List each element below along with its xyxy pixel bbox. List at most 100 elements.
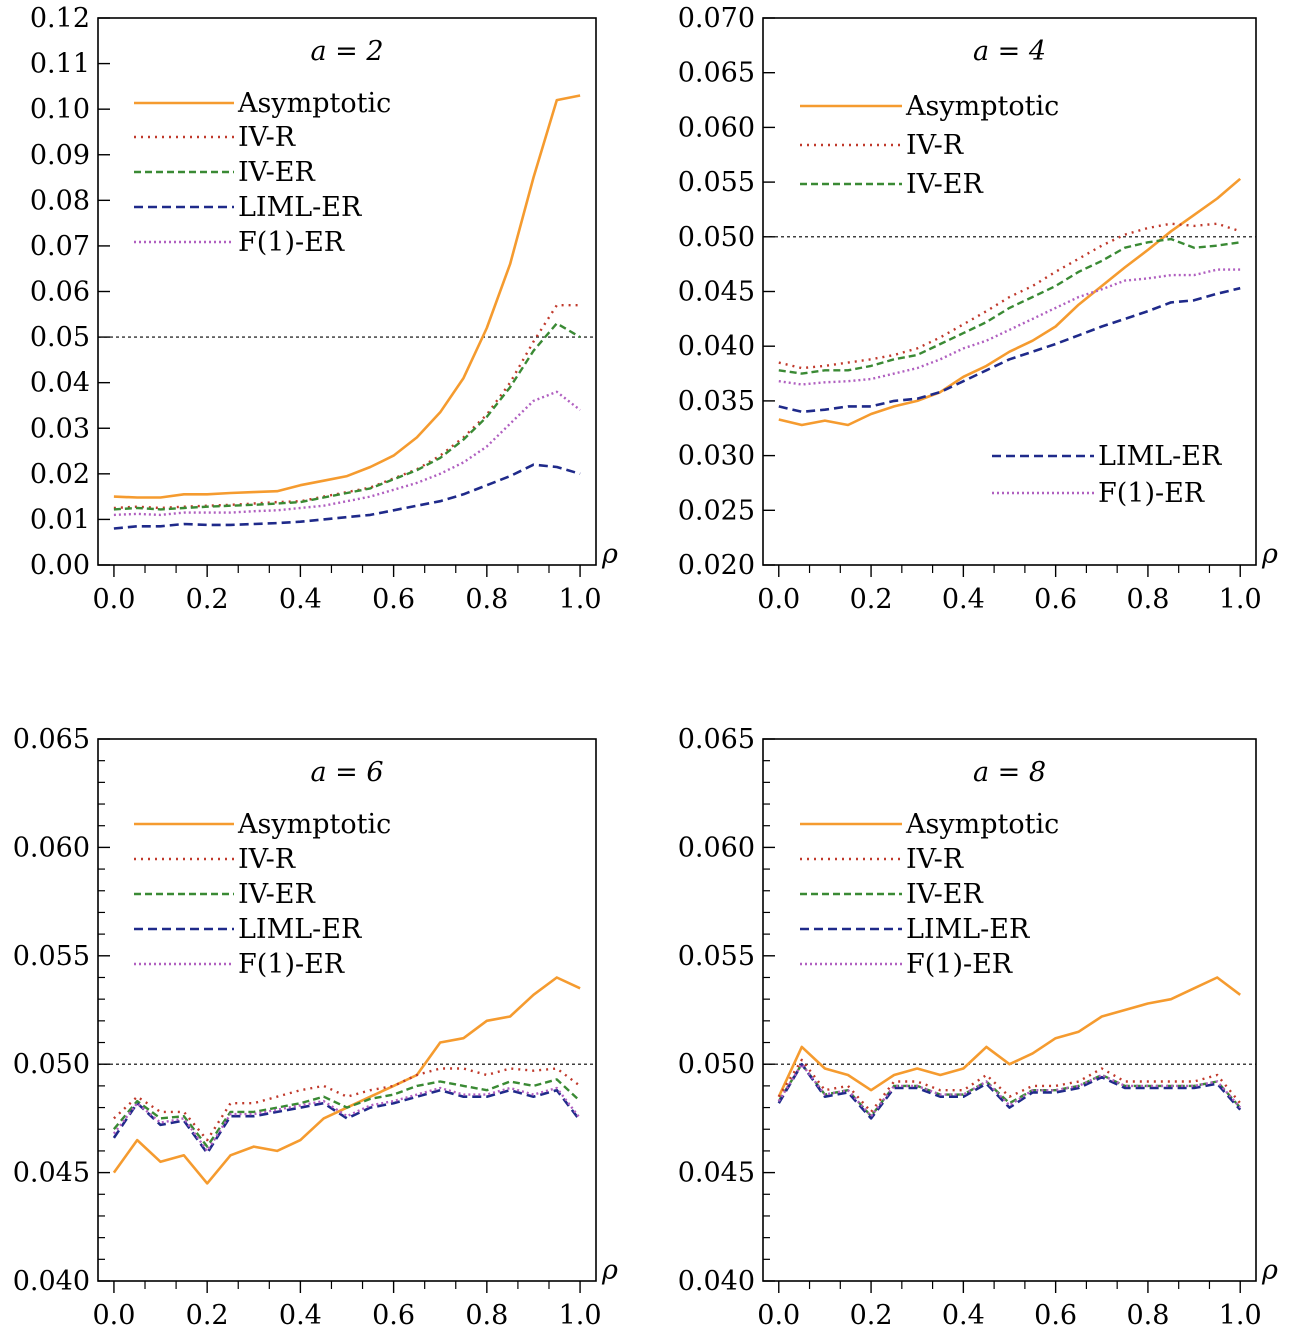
series-line-f1-er <box>113 390 581 517</box>
plot-frame <box>97 738 597 1282</box>
legend-label-iv-er: IV-ER <box>906 169 984 200</box>
y-tick-label: 0.045 <box>13 1158 90 1189</box>
y-tick-label: 0.040 <box>13 1266 90 1297</box>
series-line-liml-er <box>778 286 1241 414</box>
y-tick-label: 0.050 <box>678 222 755 253</box>
series-line-iv-r <box>778 222 1241 370</box>
series-line-asymptotic <box>112 976 581 1185</box>
y-tick-label: 0.035 <box>678 386 755 417</box>
y-tick-label: 0.12 <box>30 3 90 34</box>
y-tick-label: 0.060 <box>678 832 755 863</box>
y-tick-label: 0.065 <box>13 724 90 755</box>
y-tick-label: 0.01 <box>30 504 90 535</box>
x-axis-label: ρ <box>601 1255 618 1286</box>
x-tick-label: 1.0 <box>559 584 602 615</box>
plot-frame <box>762 738 1257 1282</box>
panel-title: a = 8 <box>973 757 1046 788</box>
legend-label-iv-r: IV-R <box>238 844 296 875</box>
y-tick-label: 0.10 <box>30 94 90 125</box>
series-line-asymptotic <box>778 177 1242 427</box>
x-tick-label: 0.4 <box>942 1300 985 1331</box>
x-tick-label: 0.0 <box>757 584 800 615</box>
series-line-liml-er <box>112 1088 582 1155</box>
legend-label-liml-er: LIML-ER <box>238 192 362 223</box>
legend-label-iv-er: IV-ER <box>238 157 316 188</box>
legend-label-f1-er: F(1)-ER <box>238 949 345 980</box>
x-tick-label: 0.8 <box>465 1300 508 1331</box>
y-tick-label: 0.050 <box>678 1049 755 1080</box>
y-tick-label: 0.055 <box>678 941 755 972</box>
x-tick-label: 0.2 <box>186 1300 229 1331</box>
series-line-iv-er <box>778 237 1241 375</box>
y-tick-label: 0.05 <box>30 322 90 353</box>
y-tick-label: 0.030 <box>678 441 755 472</box>
series-line-iv-r <box>113 1067 581 1142</box>
y-tick-label: 0.03 <box>30 413 90 444</box>
legend-label-asymptotic: Asymptotic <box>905 91 1059 122</box>
series-line-f1-er <box>112 1086 582 1153</box>
legend-label-iv-r: IV-R <box>238 122 296 153</box>
y-tick-label: 0.09 <box>30 140 90 171</box>
y-tick-label: 0.055 <box>13 941 90 972</box>
y-tick-label: 0.040 <box>678 331 755 362</box>
panel-title: a = 6 <box>310 757 383 788</box>
legend-label-f1-er: F(1)-ER <box>238 227 345 258</box>
chart-panel-4: 0.040 0.045 0.050 0.055 0.060 0.065 0.0 0.2 0.4 0… <box>678 724 1278 1331</box>
x-tick-label: 0.6 <box>1034 1300 1077 1331</box>
x-tick-label: 0.4 <box>942 584 985 615</box>
y-tick-label: 0.025 <box>678 495 755 526</box>
x-tick-label: 1.0 <box>1219 1300 1262 1331</box>
legend-label-f1-er: F(1)-ER <box>1098 478 1205 509</box>
x-tick-label: 0.2 <box>850 1300 893 1331</box>
legend-label-liml-er: LIML-ER <box>906 914 1030 945</box>
x-tick-label: 1.0 <box>559 1300 602 1331</box>
y-tick-label: 0.065 <box>678 724 755 755</box>
y-tick-label: 0.070 <box>678 3 755 34</box>
x-axis-label: ρ <box>601 539 618 570</box>
x-tick-label: 0.8 <box>1126 1300 1169 1331</box>
y-tick-label: 0.08 <box>30 185 90 216</box>
legend-label-iv-er: IV-ER <box>238 879 316 910</box>
legend-label-liml-er: LIML-ER <box>1098 441 1222 472</box>
legend-label-iv-r: IV-R <box>906 844 964 875</box>
x-tick-label: 0.0 <box>757 1300 800 1331</box>
x-tick-label: 1.0 <box>1219 584 1262 615</box>
series-line-f1-er <box>778 268 1241 386</box>
y-tick-label: 0.11 <box>30 49 90 80</box>
y-tick-label: 0.040 <box>678 1266 755 1297</box>
x-tick-label: 0.8 <box>465 584 508 615</box>
legend-label-iv-er: IV-ER <box>906 879 984 910</box>
x-tick-label: 0.2 <box>850 584 893 615</box>
x-tick-label: 0.0 <box>92 584 135 615</box>
series-line-iv-er <box>112 1078 581 1148</box>
legend-label-asymptotic: Asymptotic <box>905 809 1059 840</box>
y-tick-label: 0.00 <box>30 550 90 581</box>
series-line-asymptotic <box>777 976 1241 1098</box>
series-line-liml-er <box>113 463 581 530</box>
panel-title: a = 4 <box>973 36 1046 67</box>
legend-label-asymptotic: Asymptotic <box>237 88 391 119</box>
legend-label-asymptotic: Asymptotic <box>237 809 391 840</box>
y-tick-label: 0.065 <box>678 58 755 89</box>
x-axis-label: ρ <box>1261 539 1278 570</box>
series-line-asymptotic <box>113 94 581 499</box>
series-line-iv-r <box>113 304 581 510</box>
y-tick-label: 0.04 <box>30 368 90 399</box>
panel-title: a = 2 <box>310 36 383 67</box>
series-line-iv-r <box>777 1058 1242 1114</box>
y-tick-label: 0.060 <box>13 832 90 863</box>
x-tick-label: 0.6 <box>372 1300 415 1331</box>
y-tick-label: 0.045 <box>678 1158 755 1189</box>
chart-panel-2: 0.020 0.025 0.030 0.035 0.040 0.045 0.050 0.055… <box>678 3 1278 615</box>
y-tick-label: 0.055 <box>678 167 755 198</box>
x-tick-label: 0.8 <box>1126 584 1169 615</box>
y-tick-label: 0.050 <box>13 1049 90 1080</box>
series-line-liml-er <box>777 1062 1242 1120</box>
x-tick-label: 0.4 <box>279 1300 322 1331</box>
x-tick-label: 0.6 <box>372 584 415 615</box>
x-tick-label: 0.4 <box>279 584 322 615</box>
y-tick-label: 0.060 <box>678 112 755 143</box>
y-tick-label: 0.02 <box>30 459 90 490</box>
